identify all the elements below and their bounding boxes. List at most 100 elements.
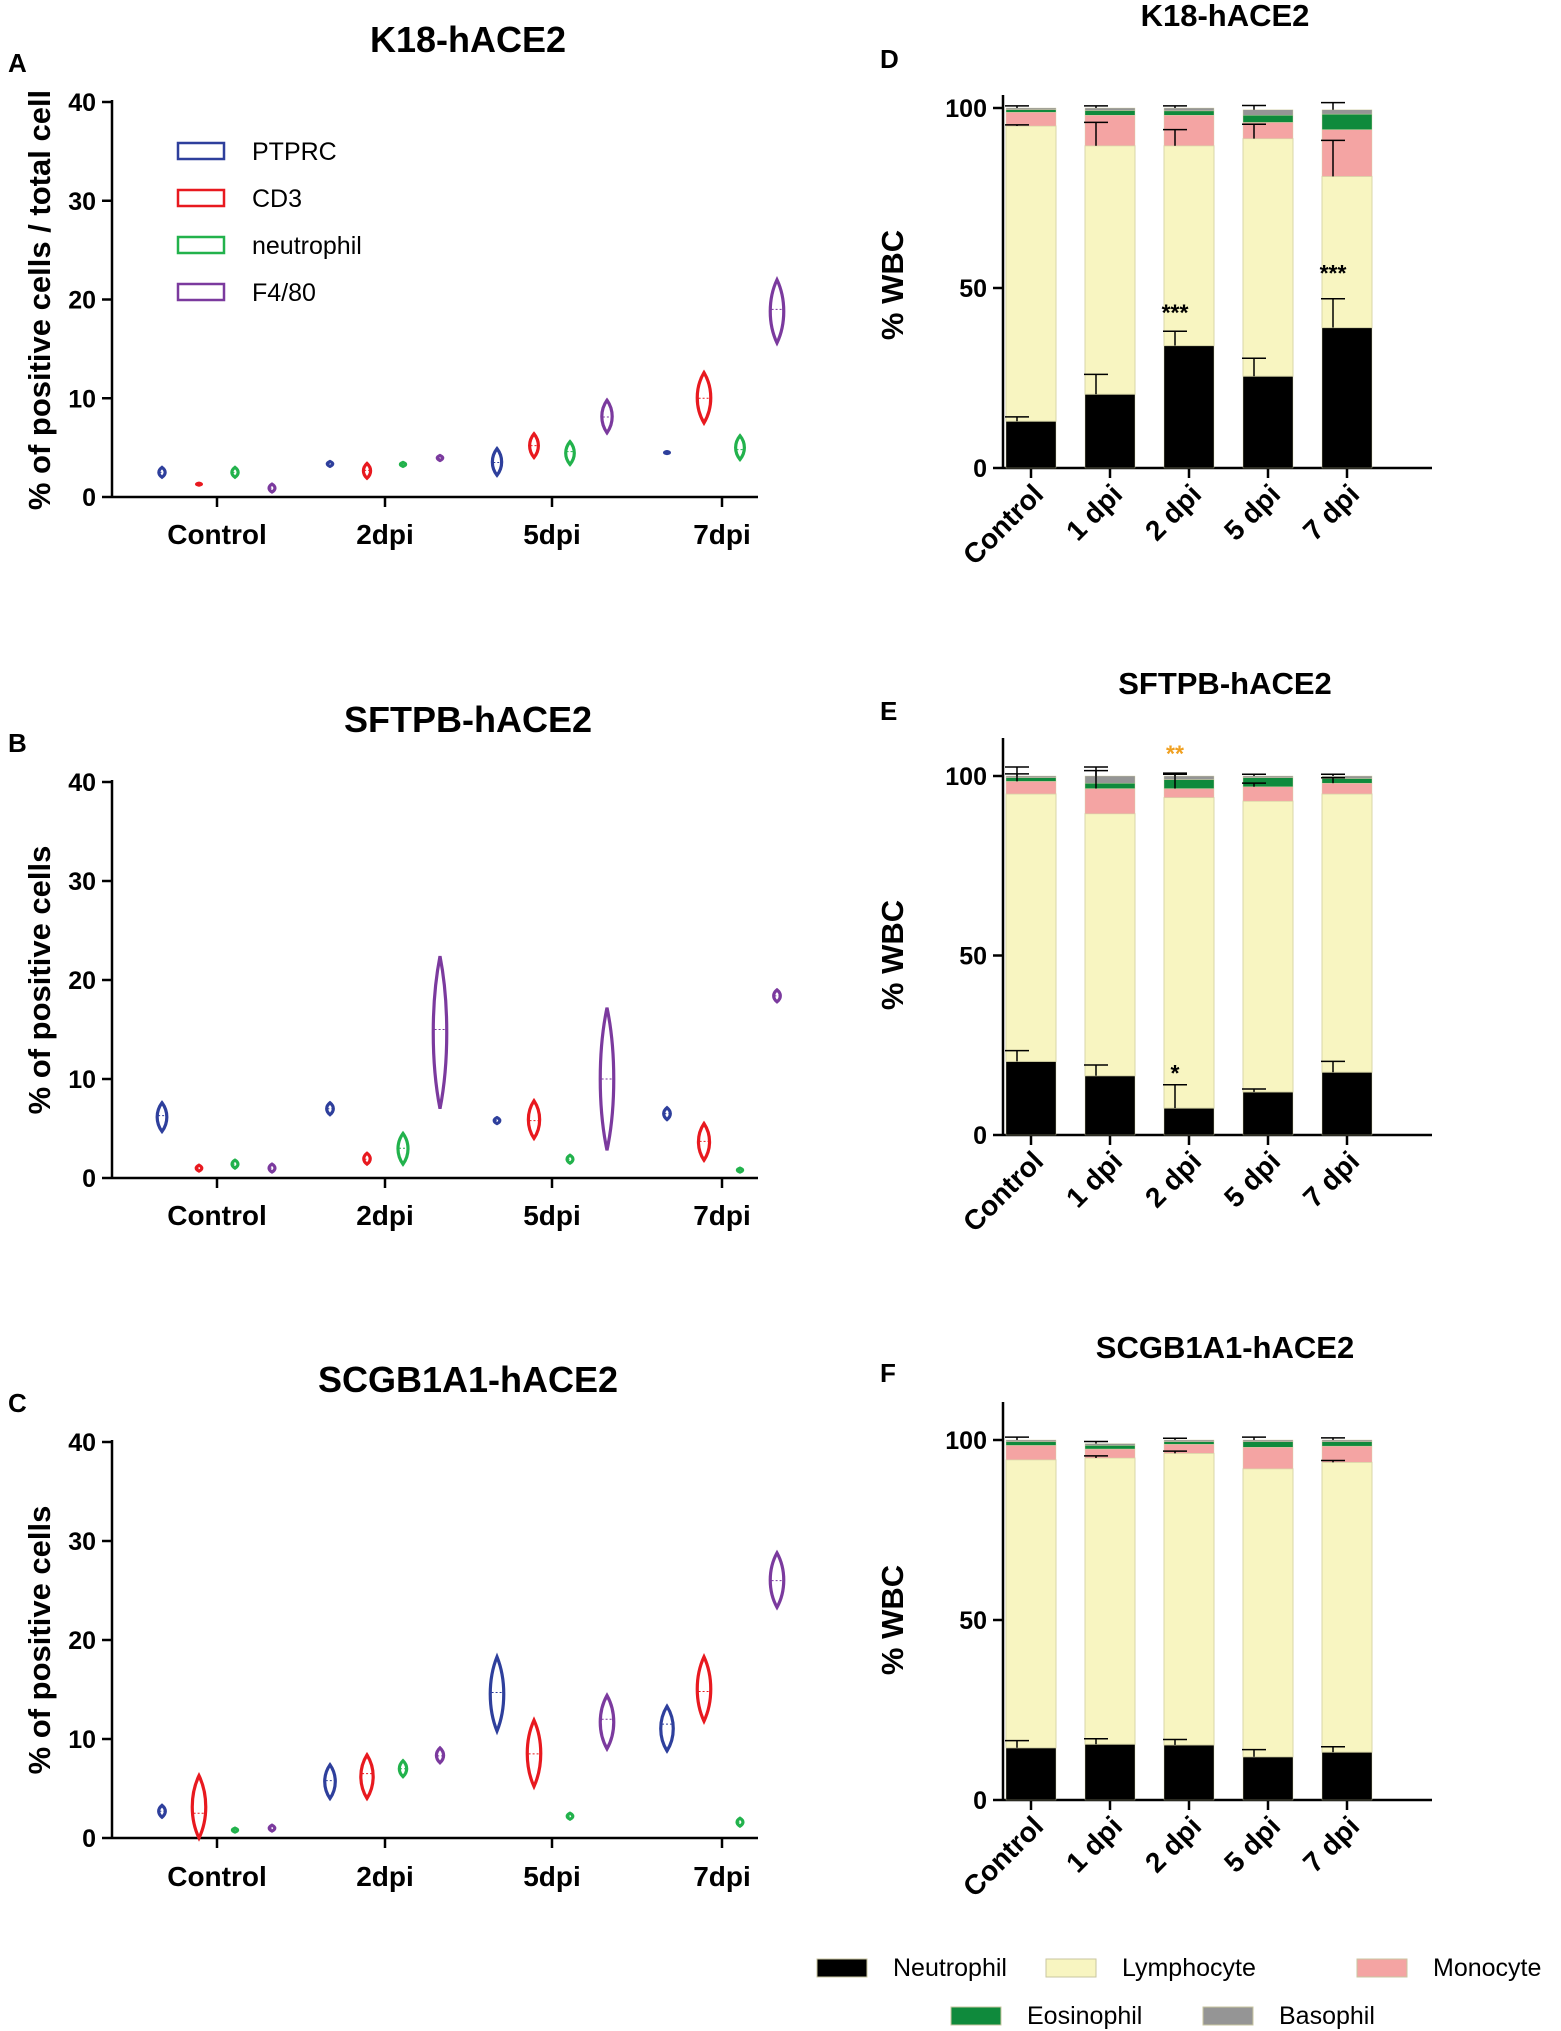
x-tick-label: Control bbox=[167, 1861, 267, 1892]
bar-lymphocyte-control bbox=[1005, 793, 1057, 1062]
y-tick-label: 50 bbox=[959, 1607, 987, 1635]
y-axis-label: % WBC bbox=[875, 1565, 910, 1675]
violin-neutrophil-control bbox=[230, 1158, 240, 1170]
x-tick-label: Control bbox=[957, 1810, 1049, 1902]
legend-swatch-basophil bbox=[1202, 2006, 1254, 2026]
bar-neutrophil-control bbox=[1005, 1061, 1057, 1136]
violin-cd3-2dpi bbox=[359, 1751, 375, 1802]
bar-lymphocyte-5-dpi bbox=[1242, 800, 1294, 1093]
x-tick-label: 7 dpi bbox=[1297, 478, 1365, 546]
y-tick-label: 10 bbox=[68, 1066, 96, 1094]
bar-neutrophil-7-dpi bbox=[1321, 1071, 1373, 1136]
legend-swatch-neutrophil bbox=[176, 235, 226, 255]
x-tick-label: 7dpi bbox=[693, 519, 751, 550]
bar-basophil-2-dpi bbox=[1163, 775, 1215, 780]
x-tick-label: 2dpi bbox=[356, 1200, 414, 1231]
bar-neutrophil-5-dpi bbox=[1242, 1756, 1294, 1801]
violin-f4-80-control bbox=[267, 1162, 277, 1174]
significance-marker: * bbox=[1171, 1060, 1180, 1086]
bar-monocyte-2-dpi bbox=[1163, 1444, 1215, 1454]
y-axis-label: % of positive cells bbox=[22, 846, 57, 1115]
legend-swatch-f4-80 bbox=[176, 282, 226, 302]
violin-cd3-2dpi bbox=[361, 461, 373, 481]
bar-basophil-7-dpi bbox=[1321, 1439, 1373, 1442]
bar-neutrophil-1-dpi bbox=[1084, 1743, 1136, 1801]
bar-basophil-1-dpi bbox=[1084, 1443, 1136, 1446]
violin-cd3-7dpi bbox=[696, 1120, 712, 1164]
panel-title: SFTPB-hACE2 bbox=[344, 699, 592, 740]
bar-eosinophil-2-dpi bbox=[1163, 779, 1215, 789]
bar-basophil-2-dpi bbox=[1163, 107, 1215, 112]
x-tick-label: 5dpi bbox=[523, 519, 581, 550]
bar-legend: Neutrophil Lymphocyte Monocyte Eosinophil Ba… bbox=[816, 1954, 1541, 2030]
violin-neutrophil-2dpi bbox=[397, 1758, 409, 1779]
x-tick-label: 1 dpi bbox=[1060, 1145, 1128, 1213]
legend-swatch-ptprc bbox=[176, 141, 226, 161]
y-axis-label: % WBC bbox=[875, 230, 910, 340]
bar-monocyte-1-dpi bbox=[1084, 1448, 1136, 1459]
x-tick-label: 5 dpi bbox=[1218, 1145, 1286, 1213]
legend-swatch-neutrophil bbox=[816, 1958, 868, 1978]
violin-neutrophil-2dpi bbox=[396, 1130, 410, 1167]
y-tick-label: 40 bbox=[68, 769, 96, 797]
y-tick-label: 50 bbox=[959, 943, 987, 971]
violin-f4-80-7dpi bbox=[768, 1549, 786, 1611]
legend-label-neutrophil: neutrophil bbox=[252, 232, 362, 260]
bar-eosinophil-7-dpi bbox=[1321, 113, 1373, 130]
bar-eosinophil-5-dpi bbox=[1242, 1441, 1294, 1448]
panel-label: F bbox=[880, 1358, 896, 1388]
y-tick-label: 100 bbox=[945, 95, 987, 123]
y-tick-label: 0 bbox=[82, 484, 96, 512]
legend-label-ptprc: PTPRC bbox=[252, 138, 337, 166]
bar-basophil-5-dpi bbox=[1242, 775, 1294, 778]
bar-basophil-1-dpi bbox=[1084, 775, 1136, 784]
violin-cd3-7dpi bbox=[695, 369, 713, 427]
bar-neutrophil-2-dpi bbox=[1163, 1107, 1215, 1136]
panel-label: C bbox=[8, 1388, 27, 1418]
legend-label-cd3: CD3 bbox=[252, 185, 302, 213]
significance-marker: *** bbox=[1162, 299, 1189, 325]
y-tick-label: 20 bbox=[68, 287, 96, 315]
panel-label: D bbox=[880, 44, 899, 74]
significance-marker: *** bbox=[1320, 260, 1347, 286]
bar-neutrophil-1-dpi bbox=[1084, 394, 1136, 469]
bar-lymphocyte-7-dpi bbox=[1321, 793, 1373, 1073]
bar-eosinophil-control bbox=[1005, 1441, 1057, 1446]
bar-monocyte-2-dpi bbox=[1163, 114, 1215, 146]
violin-neutrophil-5dpi bbox=[565, 1811, 575, 1821]
violin-ptprc-control bbox=[155, 1100, 169, 1135]
bar-monocyte-control bbox=[1005, 112, 1057, 127]
bar-neutrophil-7-dpi bbox=[1321, 327, 1373, 469]
violin-ptprc-2dpi bbox=[325, 1100, 335, 1117]
violin-f4-80-control bbox=[267, 482, 277, 494]
bar-lymphocyte-control bbox=[1005, 1459, 1057, 1749]
x-tick-label: 7 dpi bbox=[1297, 1810, 1365, 1878]
panel-label: E bbox=[880, 696, 897, 726]
bar-neutrophil-1-dpi bbox=[1084, 1075, 1136, 1136]
bar-eosinophil-2-dpi bbox=[1163, 1441, 1215, 1445]
violin-ptprc-7dpi bbox=[662, 1105, 672, 1122]
x-tick-label: 2dpi bbox=[356, 519, 414, 550]
bar-neutrophil-2-dpi bbox=[1163, 1744, 1215, 1801]
bar-eosinophil-2-dpi bbox=[1163, 110, 1215, 116]
legend-label-eosinophil: Eosinophil bbox=[1027, 2002, 1142, 2030]
bar-lymphocyte-5-dpi bbox=[1242, 1468, 1294, 1758]
violin-f4-80-2dpi bbox=[434, 1745, 446, 1765]
bar-basophil-7-dpi bbox=[1321, 109, 1373, 115]
bar-panel-e: E SFTPB-hACE2 % WBC 0 50 100 Control 1 dpi 2 dpi… bbox=[875, 666, 1432, 1238]
violin-panel-c: C SCGB1A1-hACE2 % of positive cells 0 10 20 30… bbox=[8, 1359, 786, 1892]
x-tick-label: 2dpi bbox=[356, 1861, 414, 1892]
bar-basophil-control bbox=[1005, 1439, 1057, 1442]
x-tick-label: 5 dpi bbox=[1218, 1810, 1286, 1878]
y-tick-label: 0 bbox=[82, 1825, 96, 1853]
violin-f4-80-control bbox=[267, 1823, 277, 1833]
bar-basophil-1-dpi bbox=[1084, 107, 1136, 111]
x-tick-label: 5dpi bbox=[523, 1200, 581, 1231]
y-tick-label: 10 bbox=[68, 385, 96, 413]
x-tick-label: Control bbox=[167, 519, 267, 550]
bar-lymphocyte-1-dpi bbox=[1084, 813, 1136, 1077]
x-tick-label: 1 dpi bbox=[1060, 1810, 1128, 1878]
bar-panel-d: D K18-hACE2 % WBC 0 50 100 Control 1 dpi 2 dpi 5 … bbox=[875, 0, 1432, 571]
y-tick-label: 30 bbox=[68, 868, 96, 896]
